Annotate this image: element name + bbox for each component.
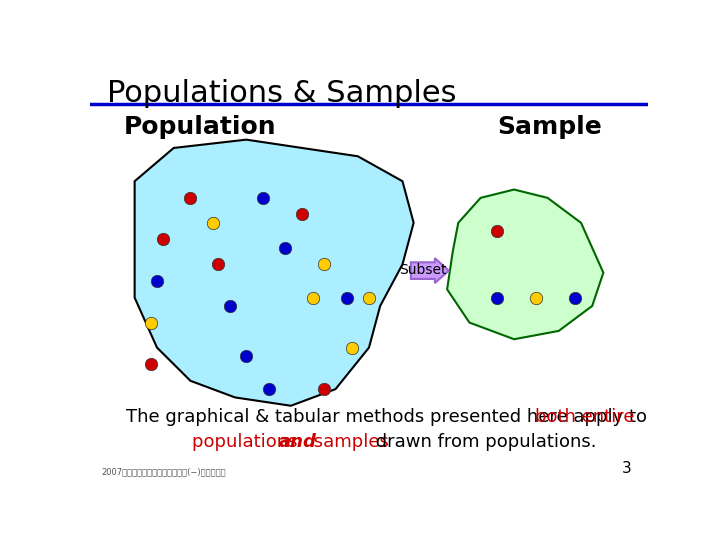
Point	[364, 293, 375, 302]
Point	[263, 385, 274, 394]
Point	[318, 260, 330, 269]
Point	[257, 193, 269, 202]
Point	[240, 352, 252, 360]
Point	[207, 219, 219, 227]
Text: Population: Population	[124, 114, 276, 139]
Point	[307, 293, 319, 302]
Point	[145, 360, 157, 368]
Point	[492, 227, 503, 235]
Polygon shape	[135, 140, 413, 406]
Point	[145, 318, 157, 327]
Text: 2007年クリエイティブ・コモンズ(−)日本語字幕: 2007年クリエイティブ・コモンズ(−)日本語字幕	[101, 468, 226, 476]
Point	[184, 193, 196, 202]
Point	[346, 343, 358, 352]
Point	[570, 293, 581, 302]
Point	[157, 235, 168, 244]
Polygon shape	[447, 190, 603, 339]
Text: 3: 3	[621, 462, 631, 476]
Point	[297, 210, 308, 219]
Text: both entire: both entire	[534, 408, 634, 426]
Point	[151, 276, 163, 285]
FancyArrow shape	[411, 258, 449, 283]
Point	[318, 385, 330, 394]
Text: drawn from populations.: drawn from populations.	[370, 433, 597, 451]
Point	[224, 302, 235, 310]
Text: Sample: Sample	[498, 114, 602, 139]
Text: Subset: Subset	[399, 263, 446, 277]
Point	[492, 293, 503, 302]
Text: samples: samples	[307, 433, 389, 451]
Point	[531, 293, 542, 302]
Point	[341, 293, 353, 302]
Text: and: and	[279, 433, 316, 451]
Point	[212, 260, 224, 269]
Point	[279, 244, 291, 252]
Text: Populations & Samples: Populations & Samples	[107, 79, 456, 109]
Text: populations: populations	[192, 433, 303, 451]
Text: The graphical & tabular methods presented here apply to: The graphical & tabular methods presente…	[126, 408, 653, 426]
